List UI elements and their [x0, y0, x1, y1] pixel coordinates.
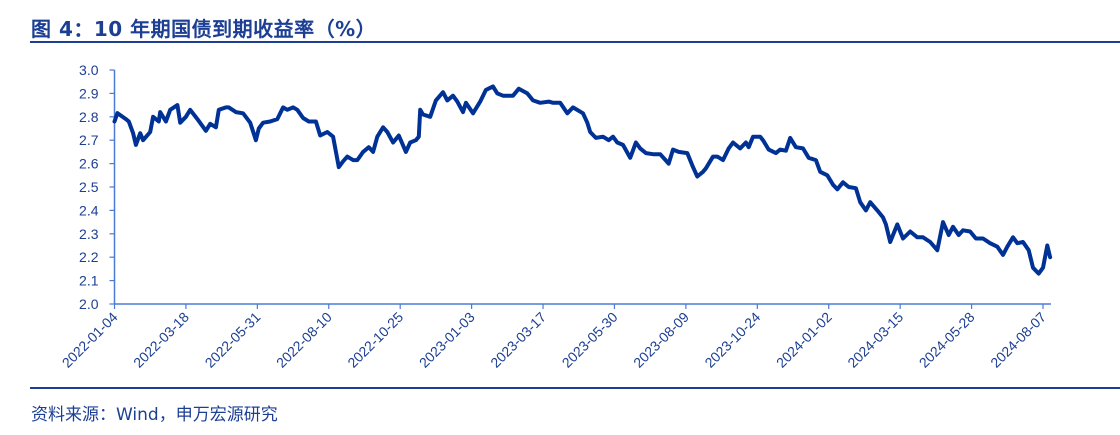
yield-series-line [112, 84, 1053, 276]
x-tick-label: 2023-03-17 [487, 309, 549, 371]
x-tick-label: 2024-01-02 [773, 309, 835, 371]
x-tick-label: 2022-05-31 [202, 309, 264, 371]
x-tick-label: 2022-03-18 [130, 309, 192, 371]
y-tick-label: 2.3 [79, 226, 99, 242]
y-tick-label: 2.7 [79, 132, 99, 148]
source-divider [30, 387, 1120, 389]
y-tick-label: 2.4 [79, 202, 99, 218]
y-tick-label: 2.6 [79, 156, 99, 172]
x-tick-label: 2023-08-09 [630, 309, 692, 371]
figure-title: 图 4：10 年期国债到期收益率（%） [31, 17, 377, 41]
x-tick-label: 2023-05-30 [559, 309, 621, 371]
y-tick-label: 2.5 [79, 179, 99, 195]
x-tick-label: 2022-01-04 [59, 309, 121, 371]
y-tick-label: 3.0 [79, 62, 99, 78]
source-note: 资料来源：Wind，申万宏源研究 [31, 405, 278, 425]
title-underline [30, 41, 1120, 43]
y-tick-label: 2.2 [79, 249, 99, 265]
x-tick-label: 2022-08-10 [273, 309, 335, 371]
x-tick-label: 2024-05-28 [916, 309, 978, 371]
x-axis-ticks: 2022-01-04 2022-03-18 2022-05-31 2022-08-10… [59, 304, 1049, 371]
x-tick-label: 2024-08-07 [987, 309, 1049, 371]
x-tick-label: 2022-10-25 [344, 309, 406, 371]
y-tick-label: 2.0 [79, 296, 99, 312]
y-tick-label: 2.8 [79, 109, 99, 125]
y-tick-label: 2.9 [79, 85, 99, 101]
x-tick-label: 2023-10-24 [701, 309, 763, 371]
y-tick-label: 2.1 [79, 273, 99, 289]
axes [113, 70, 1051, 305]
x-tick-label: 2024-03-15 [844, 309, 906, 371]
x-tick-label: 2023-01-03 [416, 309, 478, 371]
y-axis-ticks: 3.0 2.9 2.8 2.7 2.6 2.5 2.4 2.3 2.2 2.1 2.0 [79, 62, 115, 312]
